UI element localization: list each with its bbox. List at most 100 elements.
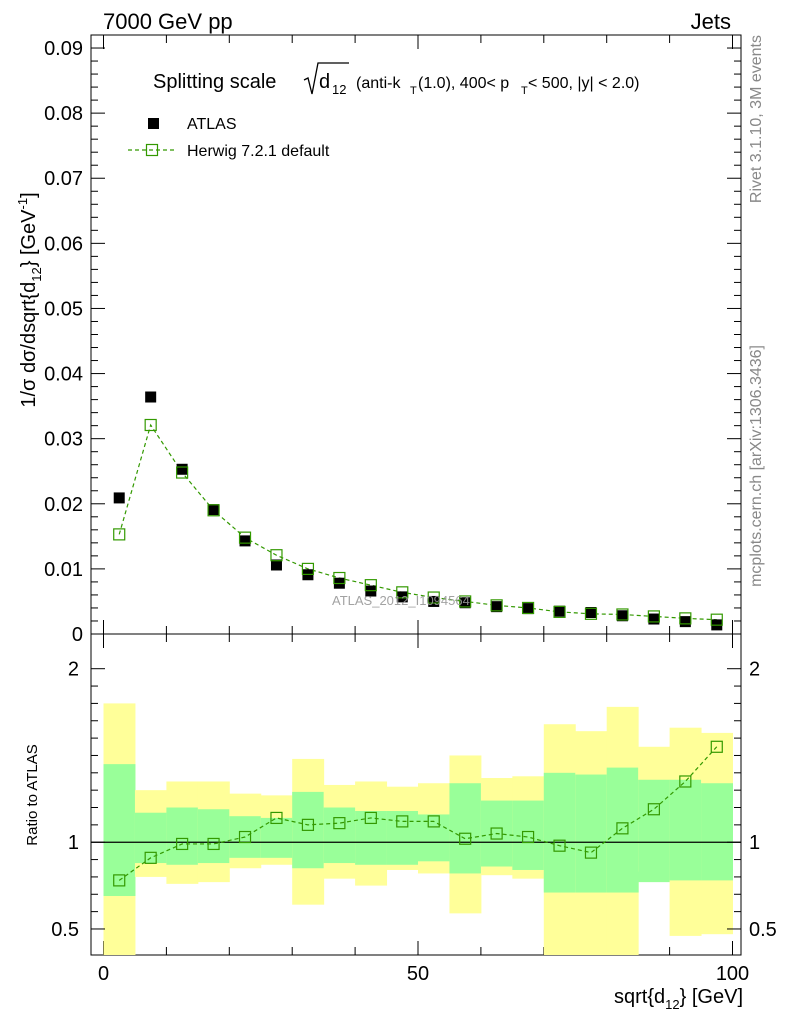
ratio-herwig-point — [364, 811, 377, 825]
band-inner — [197, 809, 230, 864]
ratio-herwig-point — [521, 830, 535, 844]
main-ylabel: 1/σ dσ/dsqrt{d12} [GeV-1] — [15, 192, 44, 407]
band-inner — [166, 807, 199, 865]
herwig-point — [584, 607, 598, 620]
ratio-ytick-label-right: 2 — [749, 659, 760, 681]
xtick-label: 100 — [716, 963, 749, 985]
title-kt-sub: T — [410, 85, 417, 97]
herwig-point — [647, 610, 660, 623]
xlabel-sub: 12 — [665, 997, 679, 1012]
ratio-herwig-point — [113, 874, 126, 887]
main-ylabel-sub: 12 — [29, 267, 44, 281]
main-ytick-label: 0.09 — [44, 38, 83, 60]
atlas-point — [616, 610, 628, 622]
herwig-point — [490, 599, 503, 612]
atlas-point — [176, 463, 188, 475]
band-inner — [669, 779, 702, 881]
ratio-herwig-point — [459, 832, 472, 845]
band-inner — [606, 767, 639, 893]
ratio-herwig-point — [144, 851, 157, 864]
main-ytick-label: 0.03 — [44, 429, 83, 451]
ratio-herwig-point — [427, 815, 440, 828]
herwig-point — [144, 418, 157, 432]
xlabel-text: sqrt{d — [614, 986, 665, 1008]
xlabel: sqrt{d12} [GeV] — [614, 986, 743, 1012]
atlas-point — [648, 613, 660, 625]
atlas-point — [270, 559, 282, 571]
atlas-point — [679, 616, 691, 628]
svg-text:(anti-k: (anti-k — [356, 75, 401, 92]
herwig-point — [679, 612, 692, 625]
atlas-point — [113, 492, 125, 504]
title-pt-sub: T — [521, 85, 528, 97]
band-inner — [134, 812, 167, 864]
svg-text:(1.0), 400< p: (1.0), 400< p — [418, 75, 509, 92]
ratio-herwig-point — [679, 775, 692, 788]
svg-text:< 500, |y| < 2.0): < 500, |y| < 2.0) — [528, 75, 640, 92]
ratio-herwig-point — [553, 839, 566, 852]
ratio-herwig-point — [270, 811, 283, 825]
ratio-herwig-line — [118, 746, 718, 881]
title-prefix: Splitting scale — [153, 71, 276, 93]
herwig-point — [113, 528, 126, 541]
ratio-herwig-point — [616, 822, 629, 835]
title-d: d — [319, 71, 330, 93]
main-ylabel-end: ] — [18, 192, 40, 198]
legend-herwig-marker — [145, 143, 159, 157]
ratio-herwig-point — [176, 837, 189, 851]
herwig-point — [301, 562, 315, 575]
title-d-sub: 12 — [332, 82, 346, 97]
herwig-point — [553, 605, 566, 618]
plot-title: Splitting scale d 12 (anti-k T (1.0), 40… — [153, 62, 640, 97]
ratio-ytick-label: 0.5 — [51, 919, 79, 941]
title-rest2: (1.0), 400< p — [418, 75, 509, 92]
band-inner — [543, 772, 576, 893]
atlas-point — [239, 535, 251, 547]
xtick-label: 0 — [98, 963, 109, 985]
legend-herwig-label: Herwig 7.2.1 default — [187, 143, 330, 160]
herwig-point — [207, 504, 220, 517]
ratio-herwig-point — [396, 815, 409, 828]
herwig-point — [238, 531, 252, 544]
herwig-point — [459, 595, 472, 608]
herwig-point — [364, 579, 377, 592]
ratio-plot-marks — [91, 740, 741, 887]
band-inner — [418, 814, 450, 862]
band-inner — [386, 810, 419, 865]
svg-text:d: d — [319, 71, 330, 93]
main-ytick-label: 0 — [72, 624, 83, 646]
ratio-herwig-point — [710, 740, 723, 753]
atlas-point — [585, 607, 597, 619]
ratio-herwig-point — [238, 830, 252, 844]
header-category: Jets — [691, 9, 731, 34]
svg-text:T: T — [410, 85, 417, 97]
svg-text:Splitting scale: Splitting scale — [153, 71, 276, 93]
ratio-herwig-point — [584, 846, 598, 859]
main-ytick-label: 0.01 — [44, 559, 83, 581]
main-plot-area: 0 0.01 0.02 0.03 0.04 0.05 0.06 0.07 0.08 0.09 — [44, 34, 742, 646]
main-ylabel-text: 1/σ dσ/dsqrt{d — [18, 282, 40, 408]
band-inner — [323, 807, 356, 864]
ratio-ytick-label: 2 — [68, 659, 79, 681]
main-ytick-label: 0.04 — [44, 364, 83, 386]
band-inner — [638, 779, 671, 883]
atlas-point — [428, 595, 440, 607]
main-ytick-label: 0.07 — [44, 168, 83, 190]
band-inner — [575, 774, 608, 893]
svg-text:12: 12 — [332, 82, 346, 97]
atlas-point — [145, 391, 157, 403]
herwig-point — [176, 466, 189, 479]
ratio-herwig-point — [207, 837, 220, 851]
band-inner — [449, 783, 482, 874]
title-rest: (anti-k — [356, 75, 401, 92]
ratio-ytick-label-right: 0.5 — [749, 919, 777, 941]
atlas-point — [491, 601, 503, 613]
herwig-point — [270, 549, 283, 562]
ratio-herwig-point — [333, 817, 346, 830]
herwig-point — [396, 586, 409, 599]
svg-text:1/σ dσ/dsqrt{d12} [GeV-1]: 1/σ dσ/dsqrt{d12} [GeV-1] — [15, 192, 44, 407]
sqrt-symbol — [303, 62, 349, 95]
legend: ATLAS Herwig 7.2.1 default — [128, 116, 330, 160]
